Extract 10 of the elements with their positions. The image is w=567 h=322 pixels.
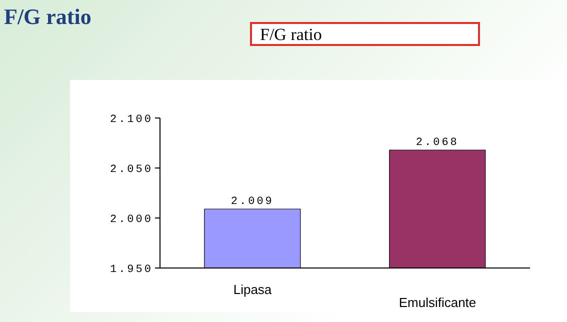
x-tick-label: Lipasa	[233, 282, 272, 297]
data-label: 2.009	[230, 196, 274, 208]
x-tick-label: Emulsificante	[398, 295, 476, 310]
y-tick-label: 2.000	[110, 214, 153, 226]
y-tick-label: 2.050	[110, 164, 153, 176]
y-tick-label: 1.950	[110, 264, 153, 276]
chart-title: F/G ratio	[4, 4, 92, 30]
y-tick-label: 2.100	[110, 114, 153, 126]
data-label: 2.068	[416, 137, 459, 149]
chart-subtitle: F/G ratio	[250, 22, 480, 46]
